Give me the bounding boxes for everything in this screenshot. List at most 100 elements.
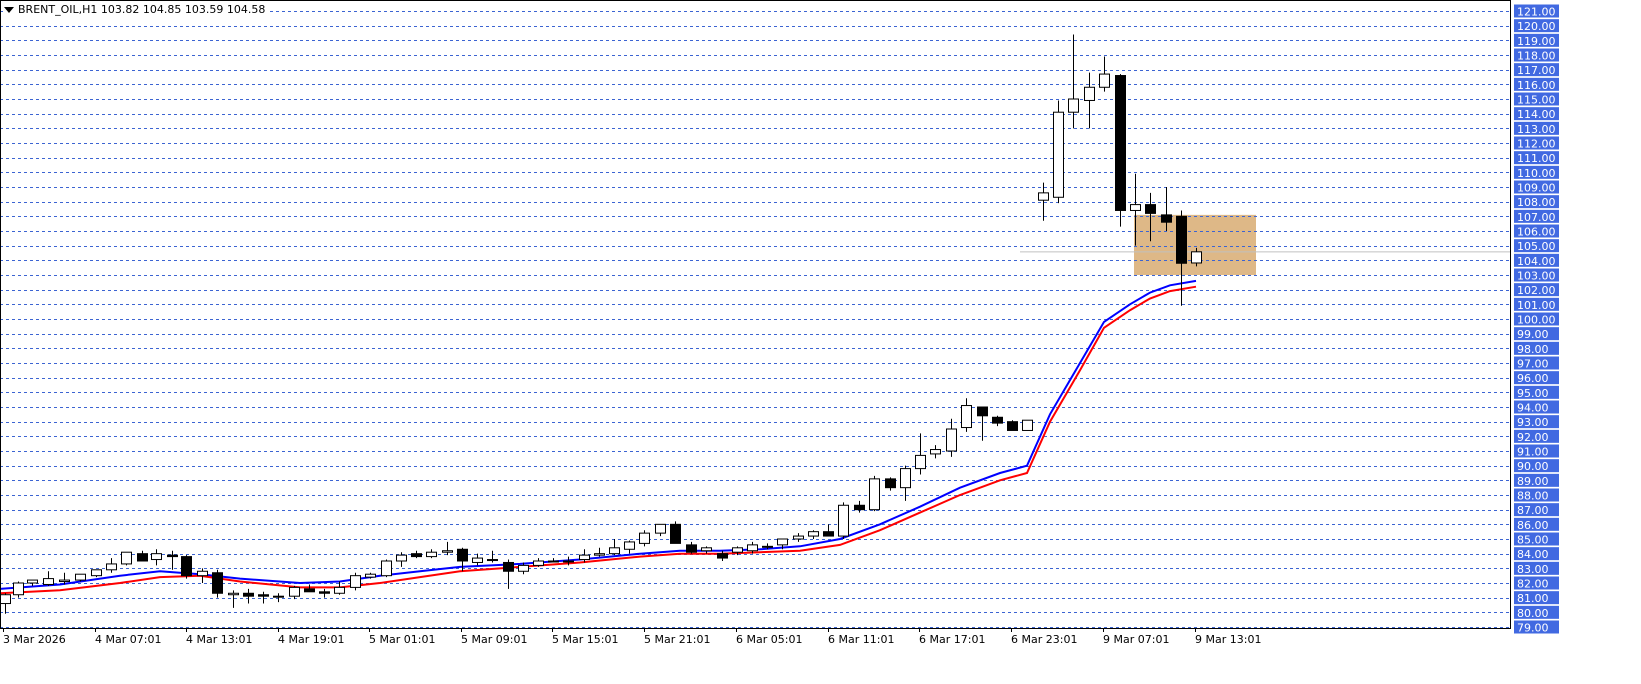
bear-candle[interactable]: [319, 591, 330, 594]
bull-candle[interactable]: [273, 595, 284, 598]
bear-candle[interactable]: [992, 416, 1003, 424]
bull-candle[interactable]: [27, 579, 38, 584]
bear-candle[interactable]: [686, 544, 697, 553]
bull-candle[interactable]: [1053, 111, 1064, 198]
bull-candle[interactable]: [0, 594, 11, 605]
bull-candle[interactable]: [838, 504, 849, 537]
dropdown-triangle-icon[interactable]: [4, 7, 14, 13]
bull-candle[interactable]: [151, 553, 162, 561]
bull-candle[interactable]: [121, 551, 132, 565]
bull-candle[interactable]: [442, 550, 453, 553]
open-value: 103.82: [100, 3, 140, 16]
bull-candle[interactable]: [487, 559, 498, 562]
bull-candle[interactable]: [655, 523, 666, 534]
bull-candle[interactable]: [518, 564, 529, 572]
price-axis-label-bg: [1514, 63, 1559, 77]
bull-candle[interactable]: [946, 428, 957, 452]
chart-title: BRENT_OIL,H1 103.82 104.85 103.59 104.58: [4, 3, 270, 16]
bear-candle[interactable]: [885, 478, 896, 489]
bear-candle[interactable]: [670, 523, 681, 544]
bear-candle[interactable]: [411, 553, 422, 558]
bear-candle[interactable]: [212, 572, 223, 594]
price-zone-rectangle[interactable]: [1134, 214, 1256, 275]
bear-candle[interactable]: [823, 531, 834, 537]
bull-candle[interactable]: [563, 560, 574, 563]
bull-candle[interactable]: [1130, 204, 1141, 211]
bear-candle[interactable]: [167, 554, 178, 558]
bull-candle[interactable]: [91, 569, 102, 577]
bear-candle[interactable]: [1145, 204, 1156, 214]
bull-candle[interactable]: [793, 535, 804, 540]
bear-candle[interactable]: [1176, 215, 1187, 264]
bull-candle[interactable]: [350, 575, 361, 588]
high-value: 104.85: [142, 3, 182, 16]
bull-candle[interactable]: [1022, 419, 1033, 431]
bull-candle[interactable]: [1099, 73, 1110, 88]
bull-candle[interactable]: [701, 547, 712, 552]
bull-candle[interactable]: [43, 578, 54, 585]
bear-candle[interactable]: [503, 561, 514, 572]
bear-candle[interactable]: [258, 594, 269, 597]
price-axis-label-bg: [1514, 547, 1559, 561]
bull-candle[interactable]: [365, 573, 376, 578]
bull-candle[interactable]: [228, 592, 239, 596]
bull-candle[interactable]: [59, 579, 70, 583]
price-axis-label-bg: [1514, 180, 1559, 194]
bear-candle[interactable]: [1115, 75, 1126, 211]
time-axis-label: 9 Mar 07:01: [1103, 633, 1169, 646]
bear-candle[interactable]: [1007, 421, 1018, 431]
price-axis-label-bg: [1514, 591, 1559, 605]
bear-candle[interactable]: [1161, 214, 1172, 223]
bull-candle[interactable]: [289, 586, 300, 597]
bull-candle[interactable]: [869, 478, 880, 511]
bull-candle[interactable]: [381, 560, 392, 577]
bull-candle[interactable]: [624, 541, 635, 550]
bull-candle[interactable]: [961, 405, 972, 429]
bull-candle[interactable]: [1068, 98, 1079, 113]
price-axis-label-bg: [1514, 165, 1559, 179]
price-axis-label: 116.00: [1517, 79, 1556, 92]
bear-candle[interactable]: [457, 548, 468, 562]
bear-candle[interactable]: [717, 553, 728, 559]
bear-candle[interactable]: [854, 504, 865, 511]
bull-candle[interactable]: [334, 586, 345, 594]
bull-candle[interactable]: [639, 532, 650, 544]
price-axis-label-bg: [1514, 268, 1559, 282]
bull-candle[interactable]: [1084, 86, 1095, 101]
bull-candle[interactable]: [396, 554, 407, 562]
bear-candle[interactable]: [137, 553, 148, 562]
bear-candle[interactable]: [243, 592, 254, 597]
time-axis-label: 9 Mar 13:01: [1195, 633, 1261, 646]
bull-candle[interactable]: [594, 553, 605, 556]
bull-candle[interactable]: [426, 551, 437, 558]
bear-candle[interactable]: [977, 406, 988, 417]
bull-candle[interactable]: [732, 547, 743, 553]
bull-candle[interactable]: [915, 454, 926, 470]
bull-candle[interactable]: [197, 570, 208, 577]
price-axis-label: 114.00: [1517, 108, 1556, 121]
price-axis-label-bg: [1514, 532, 1559, 546]
bull-candle[interactable]: [1191, 251, 1202, 264]
bull-candle[interactable]: [533, 560, 544, 566]
bull-candle[interactable]: [548, 560, 559, 563]
price-axis-label-bg: [1514, 400, 1559, 414]
price-axis-label-bg: [1514, 385, 1559, 399]
bull-candle[interactable]: [777, 538, 788, 546]
bull-candle[interactable]: [106, 563, 117, 571]
bull-candle[interactable]: [762, 545, 773, 548]
bull-candle[interactable]: [609, 547, 620, 555]
bull-candle[interactable]: [747, 544, 758, 552]
bull-candle[interactable]: [13, 582, 24, 596]
bull-candle[interactable]: [808, 531, 819, 537]
bear-candle[interactable]: [304, 588, 315, 593]
bear-candle[interactable]: [181, 556, 192, 577]
bull-candle[interactable]: [1038, 192, 1049, 201]
bull-candle[interactable]: [472, 557, 483, 563]
bull-candle[interactable]: [75, 573, 86, 581]
bull-candle[interactable]: [930, 449, 941, 455]
bull-candle[interactable]: [900, 468, 911, 489]
bull-candle[interactable]: [579, 554, 590, 561]
price-axis-label: 83.00: [1517, 563, 1549, 576]
